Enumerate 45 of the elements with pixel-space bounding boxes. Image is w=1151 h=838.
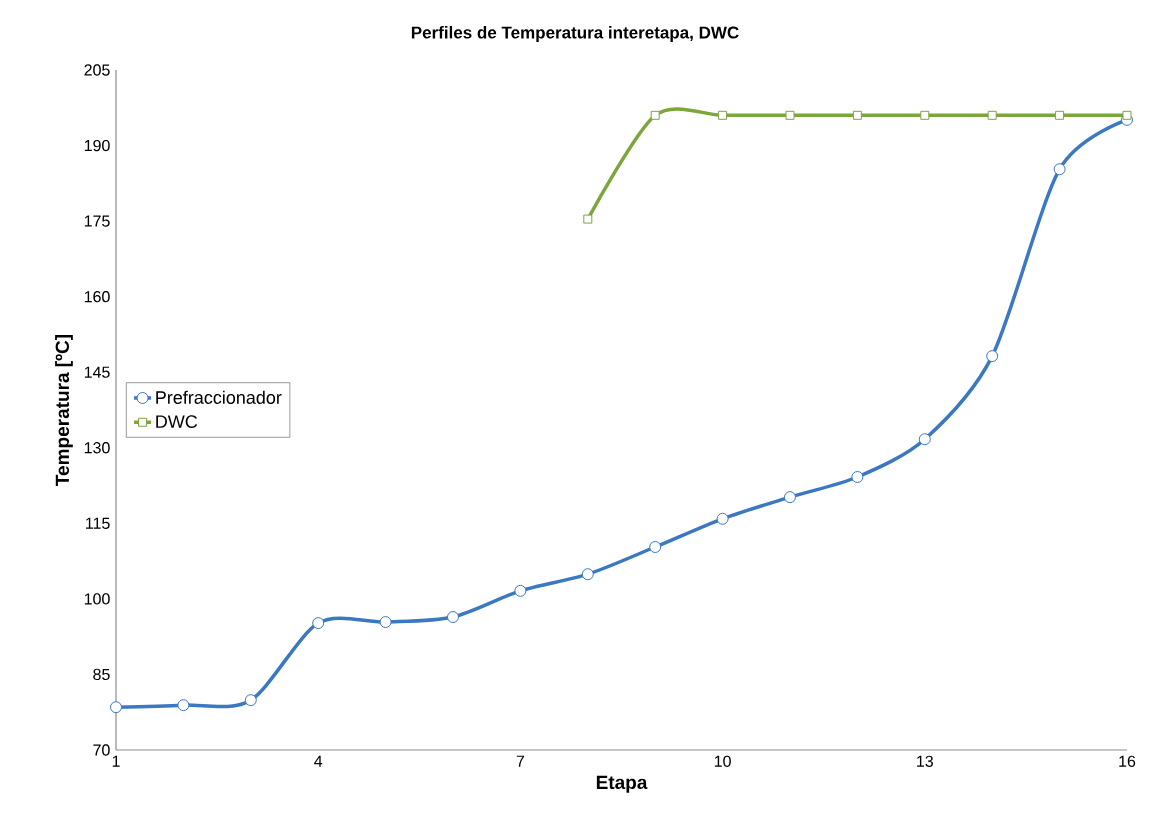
point	[718, 110, 728, 120]
y-axis-title: Temperatura [ºC]	[55, 334, 73, 486]
y-tick-label: 115	[86, 517, 110, 529]
point	[1122, 110, 1132, 120]
y-tick-label: 205	[84, 64, 110, 76]
point	[110, 701, 122, 714]
point	[312, 617, 325, 630]
y-tick-label: 145	[84, 366, 110, 378]
point	[987, 110, 997, 120]
chart-title: Perfiles de Temperatura interetapa, DWC	[411, 26, 739, 42]
y-tick-label: 100	[84, 593, 110, 605]
x-axis-title: Etapa	[596, 775, 648, 793]
point	[920, 110, 930, 120]
x-tick-label: 1	[112, 755, 120, 767]
point	[447, 611, 459, 624]
y-tick-label: 160	[84, 291, 110, 303]
point	[177, 699, 190, 712]
point	[852, 110, 862, 120]
x-tick-label: 4	[314, 755, 323, 767]
point	[379, 616, 392, 629]
x-tick-label: 10	[714, 755, 731, 767]
y-tick-label: 70	[93, 744, 110, 756]
point	[918, 433, 931, 446]
point	[1053, 163, 1066, 176]
legend-label: Prefraccionador	[156, 390, 282, 404]
x-tick-label: 7	[516, 755, 525, 767]
y-tick-label: 175	[84, 215, 110, 227]
point	[851, 470, 864, 483]
point	[650, 110, 660, 120]
point	[986, 350, 999, 363]
legend-label: DWC	[156, 415, 198, 428]
point	[649, 541, 662, 553]
point	[244, 694, 257, 707]
point	[514, 584, 527, 597]
y-tick-label: 85	[93, 668, 110, 681]
x-tick-label: 16	[1119, 755, 1136, 767]
point	[583, 214, 593, 224]
point	[1055, 110, 1065, 120]
x-tick-label: 13	[917, 755, 933, 767]
y-tick-label: 130	[84, 442, 110, 454]
y-tick-label: 190	[84, 139, 110, 152]
point	[784, 491, 796, 504]
point	[785, 110, 795, 120]
point	[716, 512, 729, 525]
point	[581, 568, 594, 581]
